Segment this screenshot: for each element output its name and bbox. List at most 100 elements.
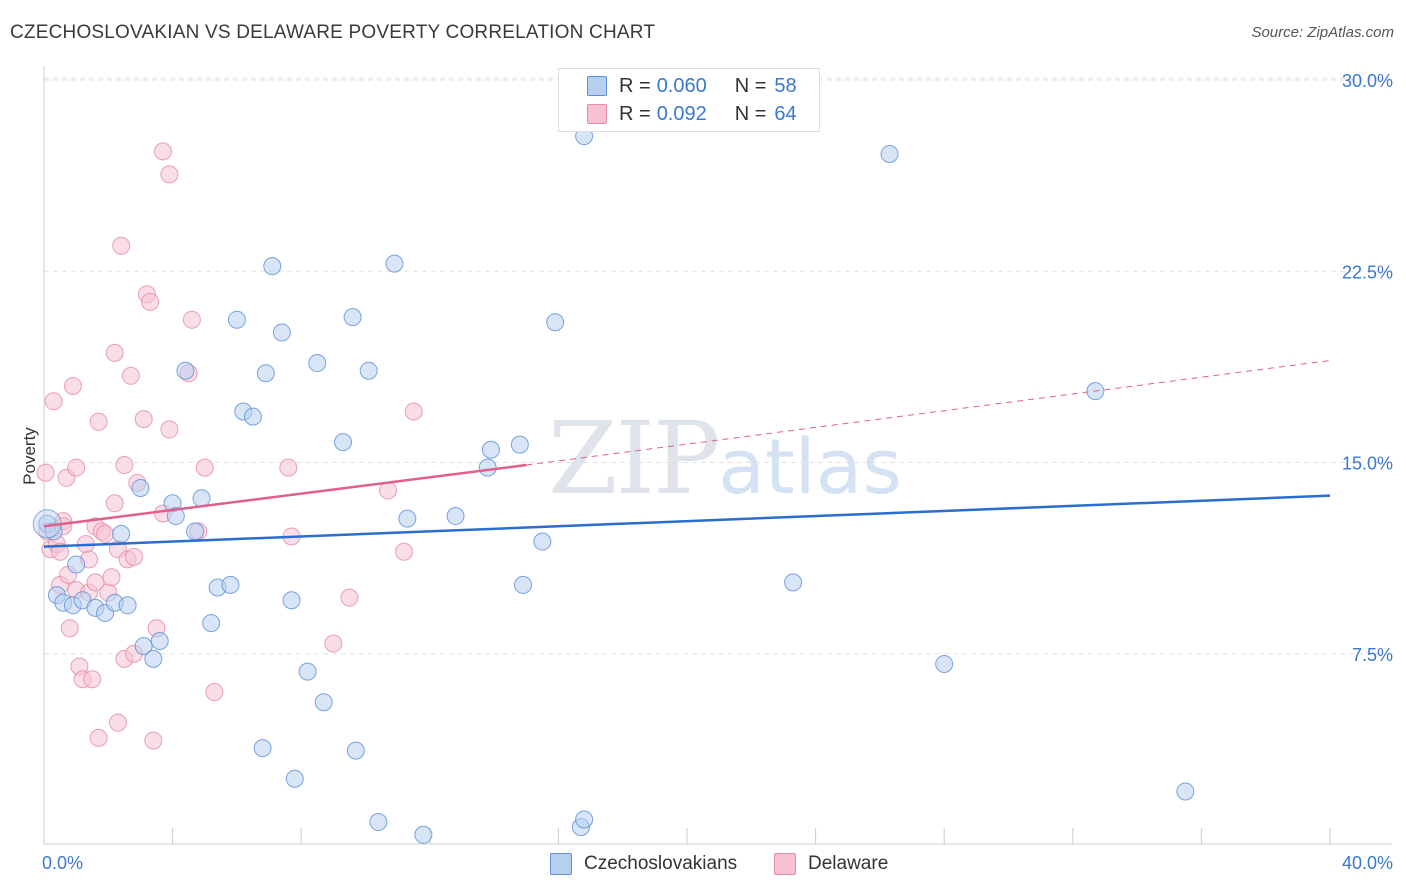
czechoslovakians-point <box>176 361 195 380</box>
delaware-point <box>153 142 172 161</box>
czechoslovakians-point <box>272 323 291 342</box>
czechoslovakians-point <box>112 524 131 543</box>
czechoslovakians-point <box>263 257 282 276</box>
chart-title: CZECHOSLOVAKIAN VS DELAWARE POVERTY CORR… <box>10 22 656 43</box>
delaware-point <box>395 542 414 561</box>
delaware-trend-extension <box>526 360 1331 466</box>
czechoslovakians-point <box>256 364 275 383</box>
czechoslovakians-point <box>880 144 899 163</box>
czechoslovakians-point <box>282 591 301 610</box>
czechoslovakians-point <box>385 254 404 273</box>
delaware-point <box>108 713 127 732</box>
y-tick-label: 22.5% <box>1342 262 1393 282</box>
czechoslovakians-point <box>298 662 317 681</box>
czechoslovakians-point <box>346 741 365 760</box>
czechoslovakians-point <box>414 825 433 844</box>
czechoslovakians-point <box>192 489 211 508</box>
delaware-point <box>86 573 105 592</box>
y-axis-label: Poverty <box>20 427 39 485</box>
delaware-point <box>60 619 79 638</box>
delaware-point <box>340 588 359 607</box>
czechoslovakians-point <box>1176 782 1195 801</box>
czechoslovakians-point <box>510 435 529 454</box>
delaware-point <box>96 524 115 543</box>
delaware-point <box>141 292 160 311</box>
delaware-point <box>195 458 214 477</box>
y-tick-label: 7.5% <box>1352 645 1393 665</box>
delaware-point <box>83 670 102 689</box>
x-tick-label: 0.0% <box>42 853 83 873</box>
czechoslovakians-point <box>221 575 240 594</box>
legend-swatch-pink <box>587 104 607 124</box>
czechoslovakians-point <box>308 354 327 373</box>
delaware-point <box>115 456 134 475</box>
delaware-point <box>105 494 124 513</box>
czechoslovakians-point <box>343 308 362 327</box>
czechoslovakians-point <box>533 532 552 551</box>
legend-swatch-pink <box>774 853 796 875</box>
czechoslovakians-point <box>150 632 169 650</box>
legend-r-value: 0.060 <box>656 74 707 97</box>
czechoslovakians-point <box>118 596 137 615</box>
legend-swatch-blue <box>550 853 572 875</box>
tick-labels: 7.5% 15.0% 22.5% 30.0% 0.0% 40.0% <box>42 71 1393 873</box>
delaware-point <box>89 728 108 747</box>
delaware-point <box>324 634 343 653</box>
y-tick-label: 15.0% <box>1342 454 1393 474</box>
delaware-point <box>51 542 70 561</box>
watermark: ZIPatlas <box>548 400 902 517</box>
delaware-point <box>63 377 82 395</box>
legend-item-czechoslovakians[interactable]: Czechoslovakians <box>550 852 737 876</box>
legend-r-label: R = <box>619 74 651 97</box>
delaware-point <box>121 366 140 385</box>
czechoslovakians-point <box>784 573 803 592</box>
czechoslovakians-point <box>131 479 150 497</box>
czechoslovakians-point <box>481 440 500 459</box>
axes <box>43 66 1392 845</box>
czechoslovakians-point <box>44 522 63 541</box>
grid-lines <box>44 77 1392 655</box>
delaware-trend-line <box>43 463 527 528</box>
czechoslovakians-point <box>314 693 333 712</box>
czechoslovakians-point <box>575 810 594 829</box>
delaware-point <box>279 458 298 477</box>
delaware-point <box>67 458 86 477</box>
czechoslovakians-point <box>285 769 304 788</box>
czechoslovakians-point <box>202 614 221 633</box>
delaware-point <box>144 731 163 750</box>
czechoslovakians-point <box>144 649 163 668</box>
delaware-point <box>112 236 131 255</box>
czechoslovakians-point <box>253 739 272 758</box>
czechoslovakians-point <box>369 813 388 832</box>
delaware-point <box>134 410 153 429</box>
czechoslovakians-point <box>398 509 417 528</box>
delaware-point <box>205 683 224 701</box>
x-tick-label: 40.0% <box>1342 853 1393 873</box>
data-points <box>32 127 1195 844</box>
delaware-point <box>44 392 63 411</box>
delaware-point <box>89 412 108 431</box>
delaware-point <box>105 343 124 362</box>
delaware-point <box>160 165 179 184</box>
legend-n-label: N = <box>734 102 767 125</box>
legend-row-czechoslovakians: R = 0.060 N = 58 <box>587 73 797 99</box>
legend-swatch-blue <box>587 76 607 96</box>
legend-n-value: 58 <box>774 74 797 97</box>
czechoslovakians-point <box>243 407 262 426</box>
czechoslovakians-point <box>514 575 533 594</box>
legend-r-label: R = <box>619 102 651 125</box>
watermark-zip: ZIP <box>548 400 720 517</box>
czechoslovakians-trend-line <box>43 494 1331 548</box>
delaware-point <box>36 463 55 482</box>
y-tick-label: 30.0% <box>1342 71 1393 91</box>
legend-item-delaware[interactable]: Delaware <box>774 852 888 876</box>
czechoslovakians-point <box>227 310 246 329</box>
czechoslovakians-point <box>134 637 153 656</box>
czechoslovakians-point <box>359 361 378 380</box>
delaware-point <box>182 310 201 329</box>
legend-stats: R = 0.060 N = 58 R = 0.092 N = 64 <box>558 68 820 132</box>
legend-r-value: 0.092 <box>656 102 707 125</box>
czechoslovakians-point <box>166 507 185 526</box>
delaware-point <box>404 402 423 421</box>
czechoslovakians-point <box>478 458 497 477</box>
